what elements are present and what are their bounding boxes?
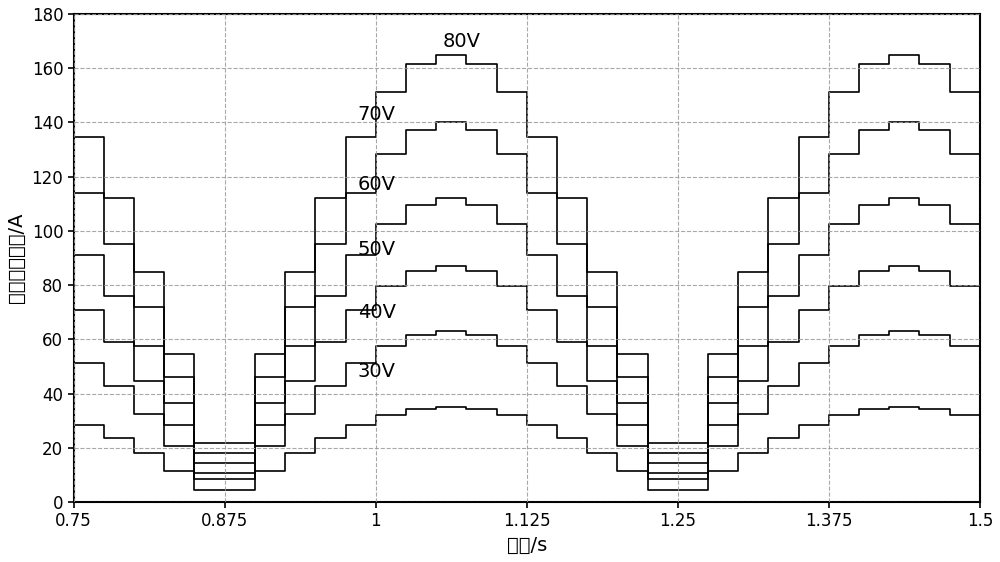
Text: 50V: 50V bbox=[358, 241, 396, 260]
Text: 70V: 70V bbox=[358, 105, 396, 124]
Text: 80V: 80V bbox=[442, 31, 480, 51]
Y-axis label: 高频电流幅値/A: 高频电流幅値/A bbox=[7, 213, 26, 303]
X-axis label: 时间/s: 时间/s bbox=[507, 536, 547, 555]
Text: 60V: 60V bbox=[358, 175, 396, 194]
Text: 30V: 30V bbox=[358, 362, 396, 382]
Text: 40V: 40V bbox=[358, 303, 396, 322]
